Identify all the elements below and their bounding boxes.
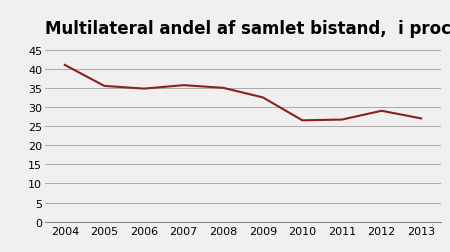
Text: Multilateral andel af samlet bistand,  i procent: Multilateral andel af samlet bistand, i …	[45, 20, 450, 38]
